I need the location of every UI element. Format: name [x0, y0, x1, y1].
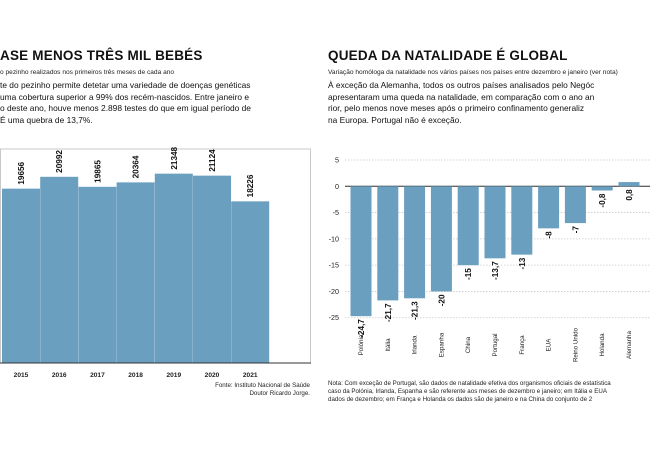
left-body-line: o deste ano, houve menos 2.898 testes do… [0, 103, 251, 114]
bar [350, 186, 372, 317]
y-tick-label: -25 [329, 313, 339, 322]
data-label: 19656 [17, 161, 26, 184]
right-body-line: À exceção da Alemanha, todos os outros p… [328, 80, 595, 90]
left-body-line: te do pezinho permite detetar uma varied… [0, 80, 251, 90]
bar [231, 201, 270, 363]
x-tick-label: Portugal [492, 333, 499, 356]
x-tick-label: 2018 [128, 372, 143, 379]
data-label: -8 [545, 231, 554, 239]
y-tick-label: -20 [329, 287, 339, 296]
y-tick-label: -15 [329, 261, 339, 270]
x-tick-label: 2020 [205, 372, 220, 379]
left-panel: ASE MENOS TRÊS MIL BEBÉS o pezinho reali… [0, 0, 312, 464]
x-tick-label: 2016 [52, 372, 67, 379]
x-tick-label: Espanha [438, 332, 445, 357]
left-subtitle: o pezinho realizados nos primeiros três … [0, 69, 175, 76]
bar [2, 188, 40, 363]
x-tick-label: 2019 [166, 372, 181, 379]
bar [484, 186, 506, 259]
data-label: -24,7 [357, 319, 366, 338]
data-label: -7 [571, 226, 580, 234]
source-line: Fonte: Instituto Nacional de Saúde [215, 382, 310, 389]
data-label: -13,7 [491, 261, 500, 280]
bar [154, 173, 193, 363]
x-tick-label: Holanda [599, 333, 606, 357]
bar [377, 186, 399, 301]
data-label: -21,3 [411, 301, 420, 320]
x-tick-label: Itália [385, 338, 392, 352]
data-label: -13 [518, 257, 527, 269]
data-label: 20992 [55, 150, 64, 173]
data-label: 18226 [246, 174, 255, 197]
bar [78, 186, 117, 363]
data-label: 21124 [208, 149, 217, 172]
left-body: te do pezinho permite detetar uma varied… [0, 80, 251, 126]
right-panel: QUEDA DA NATALIDADE É GLOBAL Variação ho… [318, 0, 650, 464]
x-tick-label: Alemanha [626, 331, 633, 359]
source-line: Doutor Ricardo Jorge. [249, 390, 310, 397]
left-body-line: uma cobertura superior a 99% dos recém-n… [0, 91, 250, 102]
left-source: Fonte: Instituto Nacional de Saúde Douto… [170, 382, 310, 398]
bar [40, 176, 79, 363]
right-note: Nota: Com exceção de Portugal, são dados… [328, 380, 611, 405]
x-tick-label: Irlanda [412, 335, 419, 354]
data-label: -21,7 [384, 303, 393, 322]
bar [618, 182, 640, 187]
bar [404, 186, 426, 299]
bar [538, 186, 560, 229]
bar [591, 186, 613, 191]
x-tick-label: França [519, 335, 526, 355]
y-tick-label: 5 [335, 156, 339, 165]
x-tick-label: Polónia [358, 334, 365, 355]
right-body: À exceção da Alemanha, todos os outros p… [328, 80, 594, 126]
right-body-line: rior, pelo menos nove meses após o prime… [328, 103, 585, 114]
data-label: 19865 [93, 160, 102, 183]
y-tick-label: 0 [335, 182, 339, 191]
data-label: 20364 [132, 155, 141, 178]
data-label: 21348 [170, 146, 179, 169]
data-label: -15 [464, 268, 473, 280]
x-tick-label: Reino Unido [572, 327, 579, 362]
bar [430, 186, 452, 292]
left-body-line: É uma quebra de 13,7%. [0, 114, 93, 125]
right-body-line: na Europa. Portugal não é exceção. [328, 114, 462, 125]
bar [511, 186, 533, 255]
right-title: QUEDA DA NATALIDADE É GLOBAL [328, 48, 568, 63]
births-bar-chart: 19656 2015 20992 2016 19865 2017 20364 2018 2134… [0, 146, 311, 379]
right-body-line: apresentaram uma queda na natalidade, em… [328, 91, 595, 102]
note-line: Nota: Com exceção de Portugal, são dados… [328, 380, 611, 387]
bar [457, 186, 479, 266]
x-tick-label: 2015 [14, 372, 29, 379]
right-subtitle: Variação homóloga da natalidade nos vári… [328, 69, 618, 76]
x-tick-label: 2021 [243, 372, 258, 379]
y-tick-label: -5 [333, 208, 339, 217]
x-tick-label: China [465, 336, 472, 353]
left-title: ASE MENOS TRÊS MIL BEBÉS [0, 48, 203, 63]
data-label: -0,8 [598, 193, 607, 208]
data-label: 0,8 [625, 189, 634, 201]
data-label: -20 [437, 294, 446, 306]
bar [193, 175, 231, 363]
note-line: caso da Polónia, Irlanda, Espanha e são … [328, 388, 607, 396]
x-tick-label: EUA [546, 338, 553, 352]
bar [564, 186, 586, 224]
note-line: dados de dezembro; em França e Holanda o… [328, 396, 593, 404]
y-tick-label: -10 [329, 234, 339, 243]
x-tick-label: 2017 [90, 372, 105, 379]
bar [116, 182, 155, 363]
